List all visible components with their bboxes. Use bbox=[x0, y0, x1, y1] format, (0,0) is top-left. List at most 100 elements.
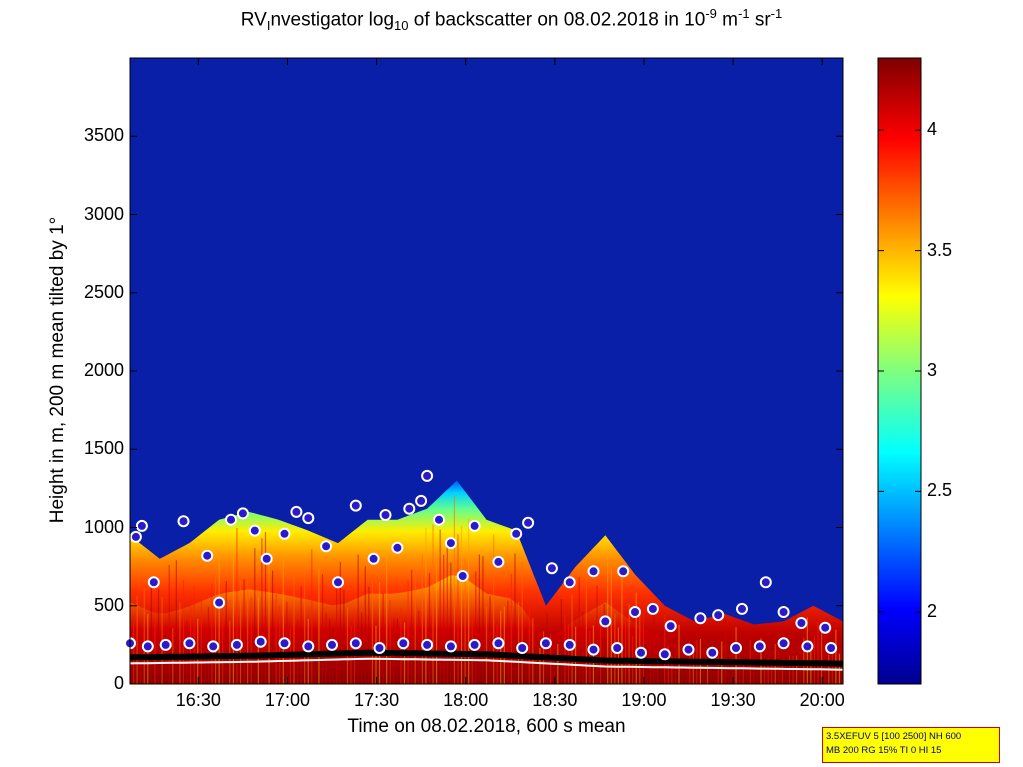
layer-marker-upper bbox=[736, 602, 748, 615]
layer-marker-upper bbox=[444, 537, 457, 550]
layer-marker-lower bbox=[278, 637, 291, 650]
layer-marker-lower bbox=[611, 642, 624, 654]
y-tick-label: 0 bbox=[113, 673, 124, 693]
layer-marker-upper bbox=[147, 576, 160, 589]
layer-marker-lower bbox=[682, 643, 695, 656]
x-tick-label: 17:30 bbox=[354, 690, 400, 710]
layer-marker-lower bbox=[516, 642, 529, 654]
layer-marker-lower bbox=[326, 638, 338, 651]
layer-marker-upper bbox=[415, 494, 428, 507]
layer-marker-upper bbox=[587, 565, 600, 578]
layer-marker-lower bbox=[207, 640, 220, 653]
x-tick-label: 19:00 bbox=[621, 690, 667, 710]
boundary-layer-line bbox=[129, 649, 844, 671]
layer-marker-upper bbox=[278, 527, 291, 540]
layer-marker-upper bbox=[694, 612, 707, 625]
layer-marker-upper bbox=[248, 524, 261, 537]
layer-marker-upper bbox=[129, 530, 142, 543]
chart-title: RVInvestigator log10 of backscatter on 0… bbox=[240, 6, 783, 34]
colorbar-tick-label: 3 bbox=[927, 360, 938, 380]
layer-marker-lower bbox=[587, 643, 600, 656]
info-line-2: MB 200 RG 15% TI 0 HI 15 bbox=[826, 745, 942, 756]
layer-marker-lower bbox=[563, 638, 576, 651]
layer-marker-upper bbox=[225, 513, 237, 526]
layer-marker-lower bbox=[159, 638, 172, 651]
layer-marker-lower bbox=[444, 640, 457, 653]
y-tick-label: 2000 bbox=[83, 360, 124, 380]
layer-marker-upper bbox=[646, 602, 659, 615]
layer-marker-upper bbox=[201, 549, 214, 562]
layer-marker-lower bbox=[254, 635, 267, 648]
layer-marker-upper bbox=[617, 565, 630, 578]
layer-marker-upper bbox=[421, 469, 434, 482]
layer-marker-upper bbox=[629, 606, 641, 618]
y-tick-label: 3000 bbox=[83, 203, 124, 224]
layer-marker-upper bbox=[492, 555, 505, 568]
colorbar-tick-label: 2.5 bbox=[927, 480, 953, 501]
layer-marker-lower bbox=[706, 646, 719, 659]
x-tick-label: 17:00 bbox=[264, 690, 310, 710]
colorbar-tick-label: 3.5 bbox=[927, 239, 953, 260]
layer-marker-lower bbox=[397, 637, 410, 650]
layer-marker-upper bbox=[213, 596, 226, 609]
layer-marker-upper bbox=[379, 509, 392, 521]
colorbar-tick-label: 2 bbox=[927, 600, 938, 621]
layer-marker-lower bbox=[141, 640, 154, 653]
layer-marker-upper bbox=[664, 620, 677, 633]
layer-marker-upper bbox=[468, 519, 481, 532]
layer-marker-upper bbox=[320, 540, 333, 553]
layer-marker-upper bbox=[290, 505, 303, 518]
lower-markers bbox=[124, 635, 838, 661]
layer-marker-upper bbox=[367, 552, 380, 565]
colorbar bbox=[877, 57, 922, 685]
layer-marker-upper bbox=[510, 527, 523, 540]
y-tick-label: 500 bbox=[93, 594, 124, 615]
x-tick-label: 16:30 bbox=[175, 690, 221, 710]
x-tick-label: 18:30 bbox=[532, 690, 578, 710]
layer-marker-upper bbox=[260, 552, 273, 565]
layer-marker-upper bbox=[403, 502, 416, 515]
layer-marker-lower bbox=[801, 640, 814, 653]
layer-marker-upper bbox=[433, 513, 445, 526]
layer-marker-upper bbox=[545, 562, 558, 575]
colorbar-ticks bbox=[878, 129, 921, 613]
layer-marker-lower bbox=[230, 638, 243, 651]
layer-marker-upper bbox=[456, 570, 469, 582]
layer-marker-upper bbox=[563, 576, 576, 589]
layer-marker-lower bbox=[777, 637, 790, 650]
layer-marker-upper bbox=[599, 615, 612, 628]
boundary-layer-height-line bbox=[129, 649, 844, 667]
layer-marker-lower bbox=[183, 637, 196, 650]
layer-marker-lower bbox=[492, 637, 505, 650]
x-axis-label: Time on 08.02.2018, 600 s mean bbox=[347, 716, 626, 737]
layer-marker-upper bbox=[391, 541, 404, 554]
x-tick-label: 18:00 bbox=[443, 690, 489, 710]
layer-marker-upper bbox=[795, 617, 808, 629]
layer-marker-lower bbox=[302, 640, 315, 653]
y-tick-label: 2500 bbox=[83, 281, 124, 302]
layer-marker-lower bbox=[753, 640, 766, 653]
layer-marker-lower bbox=[421, 638, 434, 651]
layer-marker-lower bbox=[539, 637, 552, 650]
layer-marker-upper bbox=[302, 512, 315, 525]
layer-marker-upper bbox=[777, 606, 790, 618]
layer-marker-upper bbox=[349, 499, 362, 512]
upper-markers bbox=[129, 469, 832, 634]
layer-marker-upper bbox=[759, 576, 772, 589]
info-line-1: 3.5XEFUV 5 [100 2500] NH 600 bbox=[826, 731, 962, 742]
layer-marker-lower bbox=[373, 642, 386, 654]
layer-marker-lower bbox=[825, 642, 838, 654]
layer-marker-upper bbox=[177, 515, 190, 528]
layer-marker-lower bbox=[468, 638, 481, 651]
colorbar-tick-label: 4 bbox=[927, 119, 938, 140]
layer-marker-lower bbox=[658, 648, 671, 661]
boundary-layer-outline bbox=[129, 657, 844, 671]
processing-info-box: 3.5XEFUV 5 [100 2500] NH 600 MB 200 RG 1… bbox=[822, 727, 1000, 763]
layer-marker-upper bbox=[819, 621, 832, 634]
layer-marker-lower bbox=[635, 646, 647, 659]
x-tick-label: 19:30 bbox=[710, 690, 756, 710]
x-tick-label: 20:00 bbox=[799, 690, 845, 710]
axes bbox=[129, 57, 844, 685]
layer-marker-lower bbox=[349, 637, 362, 650]
